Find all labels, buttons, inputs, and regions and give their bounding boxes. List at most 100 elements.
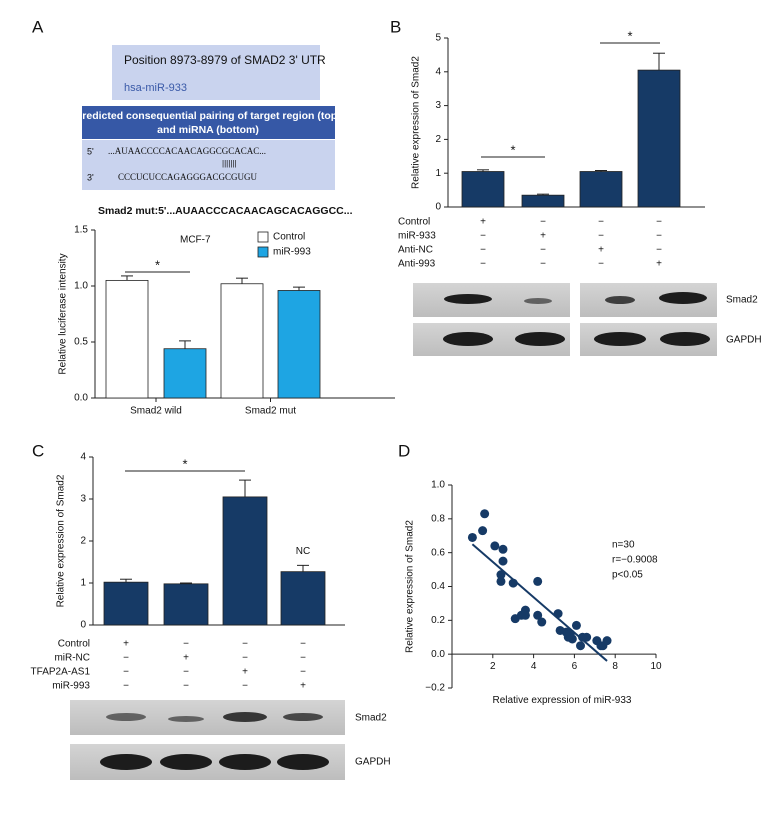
point <box>480 509 490 519</box>
condition-sign: + <box>300 681 306 692</box>
pairing-box <box>82 140 335 190</box>
condition-label: Anti-NC <box>398 245 433 256</box>
point <box>490 541 500 551</box>
bar <box>579 171 623 208</box>
condition-label: miR-993 <box>52 681 90 692</box>
condition-sign: − <box>300 667 306 678</box>
condition-sign: − <box>123 681 129 692</box>
bar <box>220 283 264 399</box>
point <box>533 610 543 620</box>
legend-swatch <box>257 246 269 258</box>
sequence-end: 5' <box>87 146 94 156</box>
y-axis-label: Relative expression of Smad2 <box>405 520 416 653</box>
x-tick-label: 8 <box>612 661 618 672</box>
point <box>467 532 477 542</box>
error-bar <box>236 277 248 284</box>
pairing-lines: ||||||| <box>222 159 237 168</box>
condition-sign: − <box>540 217 546 228</box>
x-tick-label: 6 <box>572 661 578 672</box>
x-tick-label: 10 <box>650 661 662 672</box>
blot-label: Smad2 <box>355 713 387 724</box>
annotation: r=−0.9008 <box>612 555 658 566</box>
point <box>553 609 563 619</box>
condition-sign: − <box>598 217 604 228</box>
sequence-end: 3' <box>87 172 94 182</box>
condition-sign: − <box>300 653 306 664</box>
point <box>565 629 575 639</box>
y-tick-label: 1.0 <box>431 480 445 491</box>
target-sequence: ...AUAACCCCACAACAGGCGCACAC... <box>108 146 266 156</box>
condition-sign: − <box>183 681 189 692</box>
legend-label: miR-993 <box>273 247 311 258</box>
blot-label: GAPDH <box>355 757 391 768</box>
condition-sign: − <box>183 639 189 650</box>
condition-sign: − <box>242 653 248 664</box>
point <box>602 636 612 646</box>
blot-label: Smad2 <box>726 295 758 306</box>
error-bar <box>180 582 192 584</box>
mirna-sequence: CCCUCUCCAGAGGGACGCGUGU <box>118 172 258 182</box>
point <box>508 578 518 588</box>
legend-label: Control <box>273 232 305 243</box>
condition-label: TFAP2A-AS1 <box>31 667 91 678</box>
pairing-header-text: and miRNA (bottom) <box>157 124 259 136</box>
condition-sign: − <box>123 653 129 664</box>
condition-sign: + <box>656 259 662 270</box>
y-tick-label: 4 <box>435 66 441 77</box>
legend-swatch <box>257 231 269 243</box>
significance-star: * <box>182 456 187 471</box>
bar <box>637 69 681 208</box>
panel-label: B <box>390 17 401 36</box>
sequence-info-box <box>112 45 320 100</box>
condition-label: Control <box>58 639 90 650</box>
x-tick-label: 4 <box>531 661 537 672</box>
condition-sign: − <box>300 639 306 650</box>
condition-sign: + <box>242 667 248 678</box>
y-tick-label: 0 <box>435 202 441 213</box>
point <box>571 620 581 630</box>
error-bar <box>537 193 549 196</box>
blot-label: GAPDH <box>726 335 762 346</box>
condition-sign: − <box>480 259 486 270</box>
annotation: NC <box>296 546 310 557</box>
y-tick-label: −0.2 <box>425 683 445 694</box>
condition-sign: − <box>656 217 662 228</box>
y-tick-label: 2 <box>435 134 441 145</box>
condition-sign: + <box>598 245 604 256</box>
pairing-header-text: Predicted consequential pairing of targe… <box>75 110 340 122</box>
condition-sign: − <box>598 259 604 270</box>
condition-sign: − <box>123 667 129 678</box>
bar <box>103 581 149 626</box>
bar <box>163 583 209 626</box>
bar <box>277 290 321 399</box>
y-tick-label: 3 <box>80 494 86 505</box>
annotation: p<0.05 <box>612 570 643 581</box>
point <box>537 617 547 627</box>
x-axis-label: Relative expression of miR-933 <box>493 695 632 706</box>
bar <box>461 171 505 208</box>
bar <box>280 571 326 626</box>
point <box>533 576 543 586</box>
y-tick-label: 1 <box>80 578 86 589</box>
y-tick-label: 0.5 <box>74 337 88 348</box>
y-axis-label: Relative luciferase intensity <box>58 253 69 374</box>
point <box>496 576 506 586</box>
y-axis-label: Relative expression of Smad2 <box>56 474 67 607</box>
annotation: n=30 <box>612 540 635 551</box>
blot-bands <box>100 292 710 770</box>
error-bar <box>293 286 305 291</box>
bar <box>163 348 207 399</box>
y-tick-label: 0 <box>80 620 86 631</box>
y-tick-label: 4 <box>80 452 86 463</box>
bar <box>222 496 268 626</box>
mutant-sequence: Smad2 mut:5'...AUAACCCACAACAGCACAGGCC... <box>98 205 353 217</box>
condition-sign: − <box>242 681 248 692</box>
bar <box>105 279 149 399</box>
error-bar <box>121 275 133 281</box>
condition-sign: + <box>480 217 486 228</box>
condition-sign: + <box>183 653 189 664</box>
y-tick-label: 0.4 <box>431 581 445 592</box>
y-tick-label: 0.6 <box>431 547 445 558</box>
point <box>498 556 508 566</box>
condition-sign: − <box>598 231 604 242</box>
